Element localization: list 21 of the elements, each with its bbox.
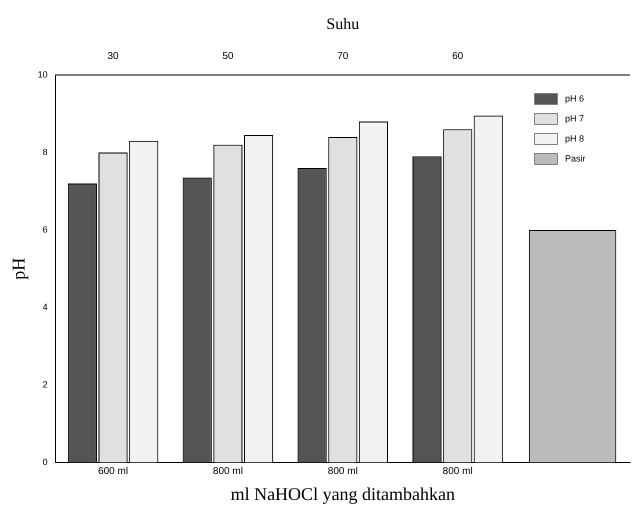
legend-label: pH 6: [565, 93, 584, 104]
y-tick-label: 0: [42, 456, 48, 467]
legend-label: pH 7: [565, 113, 584, 124]
y-tick-label: 8: [42, 146, 48, 157]
y-axis-title: pH: [8, 258, 29, 280]
x-tick-label: 600 ml: [98, 466, 128, 478]
legend-label: pH 8: [565, 133, 584, 144]
x-tick-label: 800 ml: [212, 466, 243, 478]
y-tick-label: 4: [42, 302, 48, 312]
y-tick-label: 10: [38, 69, 48, 80]
y-tick-label: 2: [42, 379, 48, 390]
x-axis-title: ml NaHOCl yang ditambahkan: [230, 484, 456, 504]
text: 60: [452, 50, 464, 62]
x-tick-label: 800 ml: [442, 466, 473, 478]
x-tick-label: 800 ml: [328, 466, 358, 478]
x2-axis-title: Suhu: [326, 16, 360, 34]
text: 70: [337, 50, 349, 62]
legend-label: Pasir: [565, 153, 586, 164]
y-tick-label: 6: [42, 224, 48, 234]
text: 30: [107, 50, 120, 62]
text: 50: [222, 50, 234, 62]
